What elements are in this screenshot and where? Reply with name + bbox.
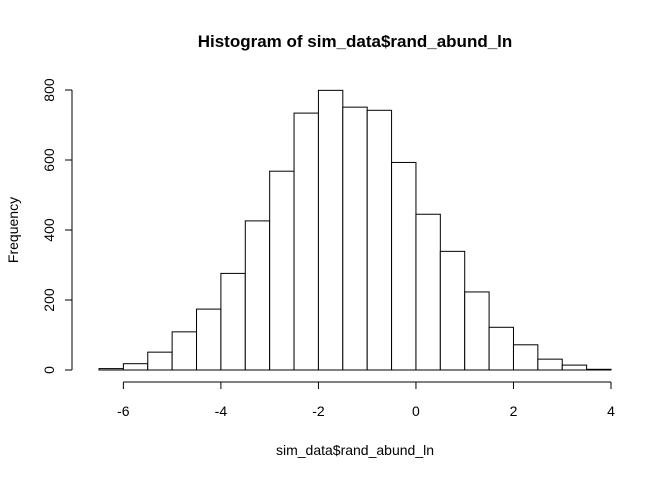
histogram-bar — [415, 213, 441, 371]
y-tick-label: 600 — [41, 148, 57, 172]
histogram-bar — [342, 106, 368, 371]
x-tick-label: 4 — [607, 403, 615, 419]
histogram-bar — [512, 344, 539, 371]
histogram-bar — [561, 364, 588, 371]
x-tick-label: 0 — [412, 403, 420, 419]
histogram-bar — [586, 368, 612, 371]
histogram-bar — [391, 161, 417, 371]
histogram-bar — [366, 109, 393, 371]
histogram-bar — [317, 89, 344, 371]
y-tick-label: 800 — [41, 78, 57, 102]
histogram-bar — [464, 291, 490, 371]
histogram-bar — [122, 363, 149, 371]
histogram-bar — [147, 351, 173, 371]
y-tick-label: 200 — [41, 288, 57, 312]
x-tick-label: 2 — [510, 403, 518, 419]
y-tick-label: 0 — [41, 366, 57, 374]
histogram-bar — [269, 170, 295, 371]
histogram-bar — [488, 326, 514, 371]
histogram-bar — [220, 272, 246, 371]
y-tick-label: 400 — [41, 218, 57, 242]
histogram-bar — [439, 250, 466, 371]
histogram-bar — [244, 220, 271, 371]
y-axis-title: Frequency — [5, 197, 21, 263]
histogram-bar — [293, 112, 319, 371]
histogram-bar — [98, 368, 124, 371]
bars-group — [98, 89, 612, 371]
chart-title: Histogram of sim_data$rand_abund_ln — [198, 32, 513, 51]
histogram-bar — [196, 308, 222, 371]
histogram-bar — [537, 358, 563, 371]
x-tick-label: -4 — [215, 403, 228, 419]
x-tick-label: -2 — [312, 403, 325, 419]
x-tick-label: -6 — [117, 403, 130, 419]
x-axis-title: sim_data$rand_abund_ln — [276, 442, 434, 458]
y-axis: 0 200 400 600 800 — [41, 78, 73, 374]
histogram-bar — [171, 331, 198, 371]
x-axis: -6 -4 -2 0 2 4 — [117, 381, 615, 419]
